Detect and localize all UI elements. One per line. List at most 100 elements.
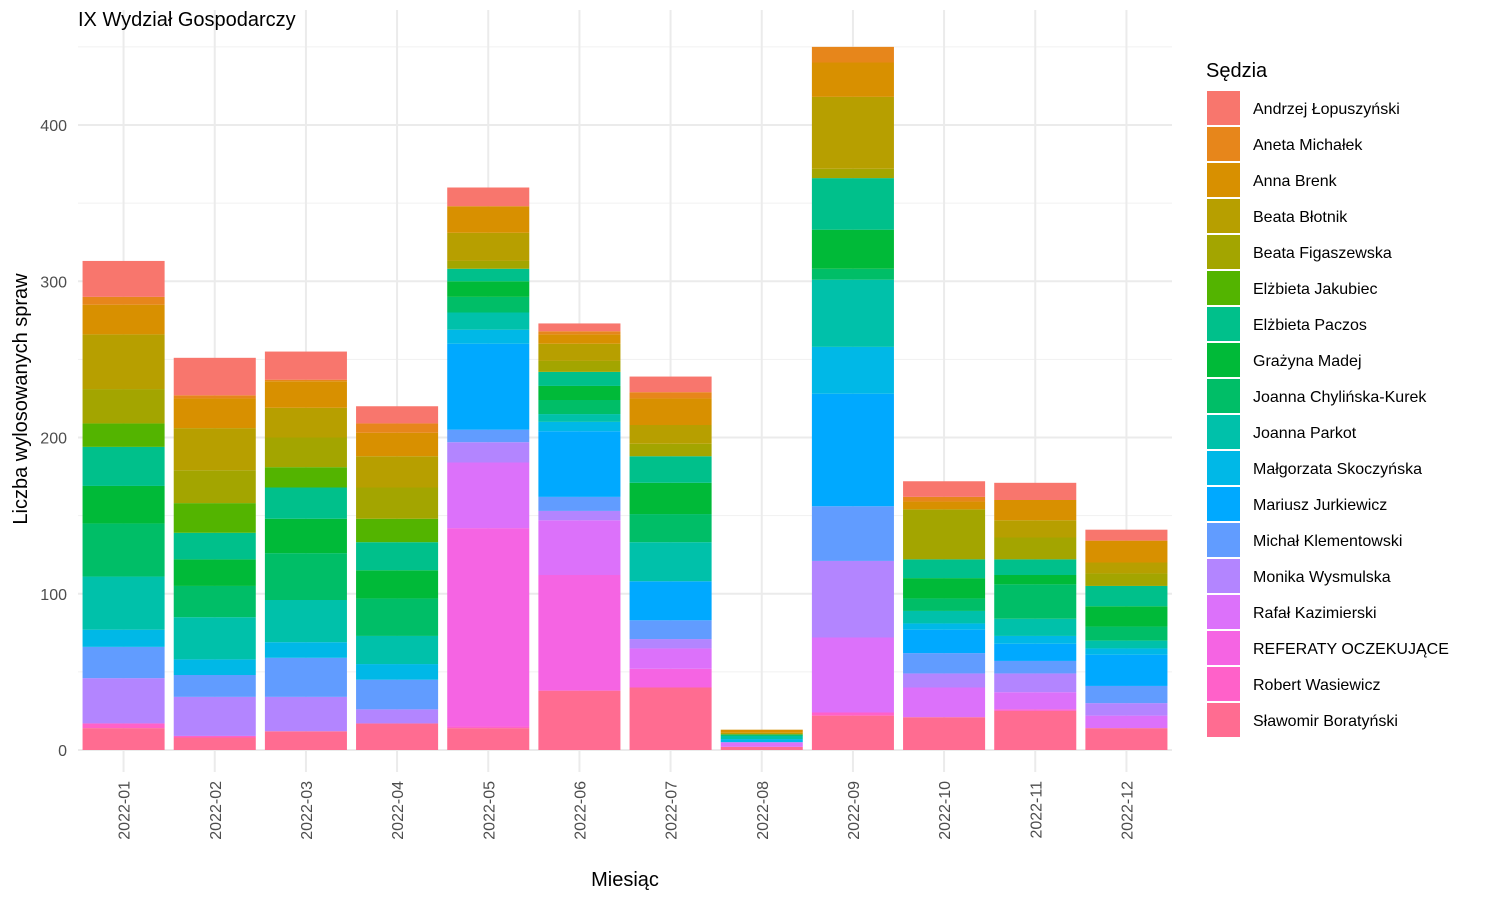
legend-label: Beata Figaszewska [1253, 245, 1392, 262]
x-tick-label: 2022-05 [481, 781, 498, 840]
x-tick-label: 2022-11 [1028, 781, 1045, 839]
bar-segment: Monika Wysmulska 2022-05: 13 [447, 442, 530, 463]
bar-segment: Monika Wysmulska 2022-11: 12 [994, 673, 1077, 693]
x-tick-label: 2022-02 [208, 781, 225, 840]
bar-segment: Joanna Parkot 2022-06: 5 [538, 414, 621, 422]
bar-segment: Beata Figaszewska 2022-07: 8 [629, 443, 712, 457]
bar-segment: Małgorzata Skoczyńska 2022-05: 9 [447, 329, 530, 344]
legend-swatch [1207, 415, 1240, 449]
legend-label: Grażyna Madej [1253, 353, 1362, 370]
bar-segment: Michał Klementowski 2022-06: 9 [538, 496, 621, 511]
bar-segment: Andrzej Łopuszyński 2022-04: 11 [356, 406, 439, 424]
bar-segment: Monika Wysmulska 2022-03: 22 [264, 696, 347, 732]
bar-segment: Sławomir Boratyński 2022-07: 40 [629, 687, 712, 750]
bar-segment: Beata Błotnik 2022-07: 12 [629, 425, 712, 444]
bar-segment: Andrzej Łopuszyński 2022-05: 12 [447, 187, 530, 207]
bar-segment: Joanna Parkot 2022-01: 34 [82, 576, 165, 630]
bar-segment: Andrzej Łopuszyński 2022-06: 5 [538, 323, 621, 332]
legend-label: Andrzej Łopuszyński [1253, 101, 1400, 118]
bar-segment: Joanna Chylińska-Kurek 2022-02: 20 [173, 585, 256, 618]
bar-segment: Joanna Parkot 2022-07: 25 [629, 542, 712, 582]
bar-segment: Joanna Parkot 2022-09: 43 [811, 279, 894, 347]
bar-segment: Andrzej Łopuszyński 2022-07: 10 [629, 376, 712, 393]
legend-label: Michał Klementowski [1253, 533, 1402, 550]
x-tick-label: 2022-03 [299, 781, 316, 840]
bar-segment: Elżbieta Paczos 2022-11: 10 [994, 559, 1077, 575]
bar-segment: Mariusz Jurkiewicz 2022-06: 42 [538, 431, 621, 497]
bar-segment: Beata Figaszewska 2022-02: 21 [173, 470, 256, 504]
bar-segment: Joanna Chylińska-Kurek 2022-08: 1 [720, 734, 803, 736]
bar-segment: Andrzej Łopuszyński 2022-03: 18 [264, 351, 347, 380]
legend-swatch [1207, 631, 1240, 665]
bar-segment: Andrzej Łopuszyński 2022-12: 7 [1085, 529, 1168, 541]
bar-segment: Mariusz Jurkiewicz 2022-05: 55 [447, 343, 530, 430]
legend-label: Małgorzata Skoczyńska [1253, 461, 1422, 478]
bar-segment: Anna Brenk 2022-04: 15 [356, 432, 439, 457]
legend-swatch [1207, 379, 1240, 413]
bar-segment: Michał Klementowski 2022-03: 25 [264, 657, 347, 697]
bar-segment: Michał Klementowski 2022-01: 20 [82, 646, 165, 679]
legend-label: Joanna Parkot [1253, 425, 1357, 442]
bar-segment: Elżbieta Paczos 2022-09: 33 [811, 178, 894, 230]
bar-segment: Rafał Kazimierski 2022-06: 35 [538, 520, 621, 575]
bar-segment: Sławomir Boratyński 2022-10: 21 [903, 717, 986, 750]
bar-segment: Grażyna Madej 2022-12: 13 [1085, 606, 1168, 627]
legend-label: Anna Brenk [1253, 173, 1338, 190]
bar-segment: Mariusz Jurkiewicz 2022-11: 11 [994, 643, 1077, 661]
bar-segment: Michał Klementowski 2022-05: 8 [447, 429, 530, 443]
bar-segment: Grażyna Madej 2022-02: 17 [173, 559, 256, 586]
bar-segment: Małgorzata Skoczyńska 2022-11: 5 [994, 635, 1077, 644]
bar-segment: Anna Brenk 2022-03: 17 [264, 381, 347, 408]
bar-segment: Małgorzata Skoczyńska 2022-06: 6 [538, 421, 621, 432]
x-tick-label: 2022-01 [117, 781, 134, 840]
bar-segment: Monika Wysmulska 2022-07: 6 [629, 639, 712, 649]
bar-segment: Robert Wasiewicz 2022-05: 1 [447, 726, 530, 729]
y-tick-label: 100 [40, 587, 67, 604]
legend-swatch [1207, 163, 1240, 197]
bar-segment: Elżbieta Jakubiec 2022-04: 15 [356, 518, 439, 543]
bar-segment: Joanna Chylińska-Kurek 2022-10: 8 [903, 598, 986, 611]
legend-swatch [1207, 451, 1240, 485]
bar-segment: Aneta Michałek 2022-06: 2 [538, 331, 621, 335]
bar-segment: Rafał Kazimierski 2022-09: 48 [811, 637, 894, 713]
x-tick-label: 2022-10 [937, 781, 954, 840]
bar-segment: Elżbieta Jakubiec 2022-01: 15 [82, 423, 165, 447]
bar-segment: Joanna Parkot 2022-02: 27 [173, 617, 256, 660]
bar-segment: Grażyna Madej 2022-01: 24 [82, 485, 165, 524]
bar-segment: Aneta Michałek 2022-07: 4 [629, 392, 712, 399]
bar-segment: Joanna Chylińska-Kurek 2022-12: 9 [1085, 626, 1168, 641]
y-tick-label: 200 [40, 431, 67, 448]
bar-segment: Małgorzata Skoczyńska 2022-10: 4 [903, 623, 986, 630]
bar-segment: Joanna Parkot 2022-11: 11 [994, 618, 1077, 636]
bar-segment: Monika Wysmulska 2022-01: 29 [82, 678, 165, 724]
y-axis: 0 100 200 300 400 [40, 118, 67, 760]
legend-swatch [1207, 667, 1240, 701]
bar-segment: Sławomir Boratyński 2022-05: 14 [447, 728, 530, 750]
bar-segment: Sławomir Boratyński 2022-06: 38 [538, 690, 621, 750]
bar-segment: Elżbieta Paczos 2022-05: 8 [447, 268, 530, 282]
bar-segment: Beata Figaszewska 2022-04: 20 [356, 487, 439, 519]
bar-segment: Robert Wasiewicz 2022-09: 2 [811, 712, 894, 716]
x-tick-label: 2022-09 [846, 781, 863, 840]
legend-swatch [1207, 307, 1240, 341]
bar-segment: Beata Błotnik 2022-01: 35 [82, 334, 165, 390]
legend-label: REFERATY OCZEKUJĄCE [1253, 641, 1449, 658]
bar-segment: Aneta Michałek 2022-09: 10 [811, 46, 894, 63]
bar-segment: Michał Klementowski 2022-02: 14 [173, 675, 256, 697]
bar-segment: Joanna Chylińska-Kurek 2022-09: 7 [811, 268, 894, 280]
bar-segment: Beata Figaszewska 2022-03: 19 [264, 437, 347, 468]
bar-segment: Beata Figaszewska 2022-01: 22 [82, 389, 165, 424]
bar-segment: Anna Brenk 2022-12: 14 [1085, 540, 1168, 563]
bar-segment: Grażyna Madej 2022-09: 25 [811, 229, 894, 269]
bar-segment: Anna Brenk 2022-02: 19 [173, 398, 256, 429]
bar-segment: Michał Klementowski 2022-09: 35 [811, 506, 894, 561]
bar-segment: Beata Błotnik 2022-05: 18 [447, 232, 530, 261]
bar-segment: Małgorzata Skoczyńska 2022-09: 30 [811, 346, 894, 394]
legend-swatch [1207, 199, 1240, 233]
bar-segment: Joanna Chylińska-Kurek 2022-11: 22 [994, 584, 1077, 619]
legend-label: Sławomir Boratyński [1253, 713, 1398, 730]
bar-segment: Joanna Chylińska-Kurek 2022-05: 10 [447, 296, 530, 313]
x-tick-label: 2022-04 [390, 781, 407, 840]
bar-segment: Sławomir Boratyński 2022-12: 14 [1085, 728, 1168, 750]
bar-segment: Elżbieta Paczos 2022-02: 17 [173, 532, 256, 560]
